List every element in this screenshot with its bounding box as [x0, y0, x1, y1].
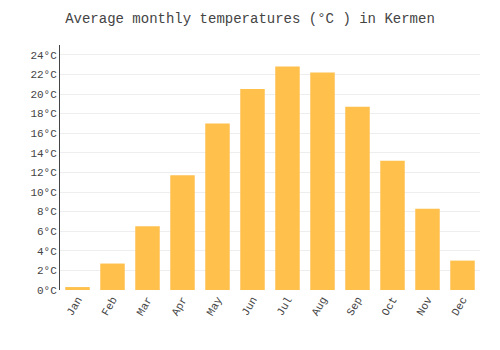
- svg-text:4°C: 4°C: [37, 246, 57, 258]
- svg-text:8°C: 8°C: [37, 206, 57, 218]
- svg-text:0°C: 0°C: [37, 285, 57, 297]
- svg-text:Nov: Nov: [415, 294, 435, 317]
- svg-text:16°C: 16°C: [30, 128, 57, 140]
- svg-text:Apr: Apr: [170, 295, 190, 318]
- svg-text:Sep: Sep: [345, 295, 365, 318]
- svg-text:10°C: 10°C: [30, 187, 57, 199]
- svg-text:24°C: 24°C: [30, 50, 57, 62]
- svg-text:May: May: [205, 294, 225, 317]
- svg-text:20°C: 20°C: [30, 89, 57, 101]
- svg-text:22°C: 22°C: [30, 69, 57, 81]
- svg-text:Oct: Oct: [380, 295, 400, 318]
- svg-text:18°C: 18°C: [30, 108, 57, 120]
- svg-text:6°C: 6°C: [37, 226, 57, 238]
- svg-text:Aug: Aug: [310, 295, 330, 318]
- svg-text:Jul: Jul: [275, 295, 295, 318]
- svg-text:12°C: 12°C: [30, 167, 57, 179]
- svg-text:2°C: 2°C: [37, 265, 57, 277]
- svg-text:Jan: Jan: [65, 295, 85, 318]
- svg-text:Feb: Feb: [100, 295, 120, 318]
- svg-text:Average monthly temperatures (: Average monthly temperatures (°C ) in Ke…: [65, 11, 435, 27]
- svg-text:Dec: Dec: [450, 295, 470, 318]
- svg-text:Mar: Mar: [135, 295, 155, 318]
- svg-text:Jun: Jun: [240, 295, 260, 318]
- svg-text:14°C: 14°C: [30, 148, 57, 160]
